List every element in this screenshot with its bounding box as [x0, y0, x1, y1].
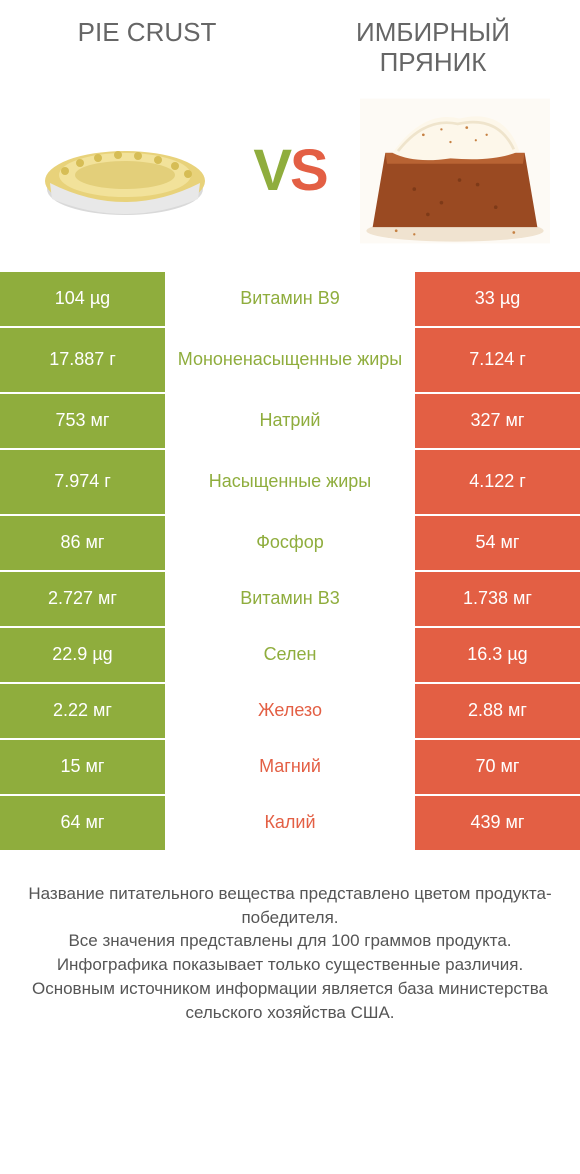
nutrient-label: Витамин B9	[165, 272, 415, 326]
nutrient-label: Магний	[165, 740, 415, 794]
footnote-line: Название питательного вещества представл…	[28, 884, 551, 927]
footnote-line: Все значения представлены для 100 граммо…	[68, 931, 511, 950]
table-row: 104 µgВитамин B933 µg	[0, 272, 580, 328]
left-value: 22.9 µg	[0, 628, 165, 682]
nutrient-label: Фосфор	[165, 516, 415, 570]
nutrient-label: Натрий	[165, 394, 415, 448]
table-row: 2.22 мгЖелезо2.88 мг	[0, 684, 580, 740]
right-value: 1.738 мг	[415, 572, 580, 626]
left-value: 64 мг	[0, 796, 165, 850]
table-row: 15 мгМагний70 мг	[0, 740, 580, 796]
left-value: 2.727 мг	[0, 572, 165, 626]
nutrient-label: Селен	[165, 628, 415, 682]
header: PIE CRUST ИМБИРНЫЙ ПРЯНИК	[0, 0, 580, 86]
right-value: 327 мг	[415, 394, 580, 448]
table-row: 7.974 гНасыщенные жиры4.122 г	[0, 450, 580, 516]
left-value: 17.887 г	[0, 328, 165, 392]
vs-label: VS	[253, 137, 326, 204]
footnote-line: Инфографика показывает только существенн…	[57, 955, 523, 974]
pie-crust-icon	[30, 101, 220, 241]
nutrient-label: Насыщенные жиры	[165, 450, 415, 514]
left-value: 86 мг	[0, 516, 165, 570]
right-value: 54 мг	[415, 516, 580, 570]
vs-s: S	[290, 138, 327, 203]
left-value: 104 µg	[0, 272, 165, 326]
footnote-line: Основным источником информации является …	[32, 979, 548, 1022]
right-value: 16.3 µg	[415, 628, 580, 682]
right-value: 4.122 г	[415, 450, 580, 514]
right-food-image	[360, 96, 550, 246]
right-value: 33 µg	[415, 272, 580, 326]
table-row: 86 мгФосфор54 мг	[0, 516, 580, 572]
left-value: 753 мг	[0, 394, 165, 448]
title-right: ИМБИРНЫЙ ПРЯНИК	[316, 18, 550, 78]
left-value: 7.974 г	[0, 450, 165, 514]
left-food-image	[30, 96, 220, 246]
vs-v: V	[253, 138, 290, 203]
nutrient-label: Калий	[165, 796, 415, 850]
right-value: 70 мг	[415, 740, 580, 794]
table-row: 17.887 гМононенасыщенные жиры7.124 г	[0, 328, 580, 394]
title-left: PIE CRUST	[30, 18, 264, 48]
table-row: 2.727 мгВитамин B31.738 мг	[0, 572, 580, 628]
comparison-table: 104 µgВитамин B933 µg17.887 гМононенасыщ…	[0, 272, 580, 852]
nutrient-label: Железо	[165, 684, 415, 738]
right-value: 439 мг	[415, 796, 580, 850]
gingerbread-icon	[360, 91, 550, 251]
right-value: 7.124 г	[415, 328, 580, 392]
table-row: 753 мгНатрий327 мг	[0, 394, 580, 450]
images-row: VS	[0, 86, 580, 272]
nutrient-label: Витамин B3	[165, 572, 415, 626]
left-value: 2.22 мг	[0, 684, 165, 738]
table-row: 22.9 µgСелен16.3 µg	[0, 628, 580, 684]
right-value: 2.88 мг	[415, 684, 580, 738]
footnote: Название питательного вещества представл…	[0, 852, 580, 1025]
nutrient-label: Мононенасыщенные жиры	[165, 328, 415, 392]
table-row: 64 мгКалий439 мг	[0, 796, 580, 852]
left-value: 15 мг	[0, 740, 165, 794]
